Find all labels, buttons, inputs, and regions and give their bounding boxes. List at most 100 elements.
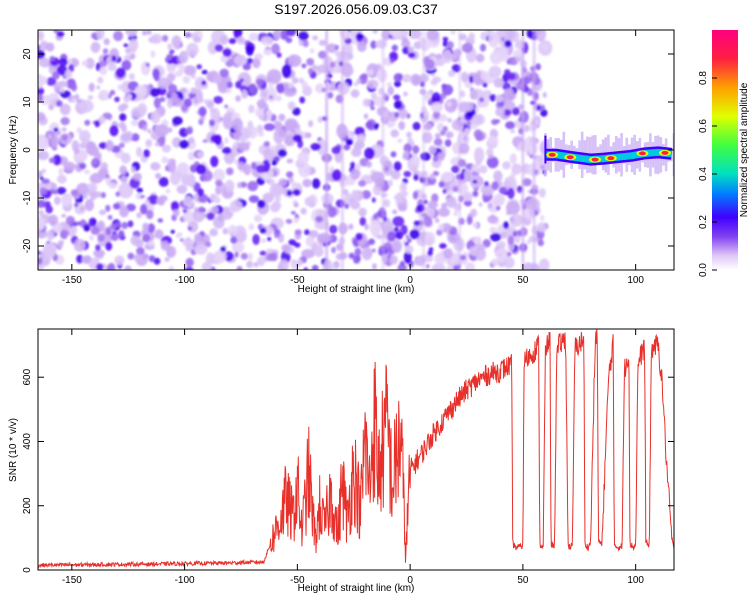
noise-blob — [195, 164, 207, 175]
noise-blob — [500, 231, 507, 239]
noise-blob — [293, 202, 299, 208]
noise-blob — [402, 150, 410, 161]
noise-blob — [47, 133, 53, 140]
noise-blob — [358, 207, 367, 217]
noise-blob — [524, 124, 530, 133]
noise-blob — [442, 49, 452, 64]
noise-blob — [39, 187, 48, 195]
noise-blob — [201, 80, 207, 86]
noise-blob — [140, 203, 148, 215]
noise-blob — [387, 86, 395, 96]
noise-blob — [353, 82, 358, 87]
noise-blob — [495, 94, 504, 103]
noise-blob — [260, 238, 267, 243]
noise-blob — [150, 162, 161, 171]
noise-blob — [165, 188, 171, 194]
noise-blob — [130, 166, 136, 173]
noise-blob — [164, 257, 170, 262]
noise-blob — [463, 135, 468, 142]
noise-blob — [71, 98, 76, 104]
noise-blob — [408, 30, 422, 40]
noise-blob — [366, 69, 374, 76]
noise-blob — [480, 183, 495, 196]
noise-streak — [381, 30, 385, 270]
noise-blob — [252, 234, 260, 245]
noise-blob — [540, 215, 545, 222]
y-tick-label: -20 — [22, 238, 33, 253]
noise-blob — [287, 82, 294, 89]
noise-blob — [536, 222, 547, 233]
noise-blob — [472, 190, 479, 197]
noise-streak — [532, 30, 536, 270]
noise-blob — [263, 141, 271, 147]
noise-blob — [412, 122, 421, 131]
noise-blob — [292, 189, 301, 196]
noise-blob — [224, 104, 229, 109]
y-tick-label: 0 — [22, 147, 33, 153]
noise-blob — [317, 116, 324, 123]
noise-blob — [210, 134, 220, 143]
snr-xlabel: Height of straight line (km) — [298, 583, 415, 594]
noise-blob — [369, 220, 381, 236]
noise-blob — [474, 236, 482, 243]
noise-blob — [392, 209, 398, 215]
noise-blob — [50, 135, 60, 148]
noise-blob — [136, 187, 143, 193]
noise-blob — [327, 92, 334, 99]
noise-blob — [142, 125, 148, 132]
signal-peak-core — [638, 151, 646, 156]
noise-blob — [103, 38, 110, 46]
noise-blob — [504, 39, 512, 48]
noise-blob — [287, 101, 296, 111]
noise-blob — [355, 233, 364, 241]
noise-blob — [361, 190, 371, 200]
noise-blob — [172, 209, 180, 217]
noise-blob — [335, 44, 339, 51]
noise-blob — [355, 33, 364, 40]
noise-blob — [491, 258, 499, 267]
noise-blob — [493, 170, 503, 183]
noise-streak — [340, 30, 344, 270]
signal-peak-core — [607, 156, 615, 161]
noise-blob — [269, 184, 284, 198]
y-tick-label: 200 — [22, 497, 33, 514]
noise-blob — [298, 31, 309, 41]
noise-blob — [262, 192, 274, 203]
noise-blob — [127, 252, 135, 260]
noise-blob — [488, 154, 494, 159]
noise-blob — [286, 158, 294, 164]
noise-blob — [251, 161, 257, 170]
noise-blob — [278, 113, 286, 122]
noise-blob — [115, 67, 126, 79]
noise-blob — [248, 223, 255, 231]
noise-blob — [290, 181, 298, 188]
noise-blob — [536, 104, 541, 111]
noise-blob — [486, 148, 494, 157]
noise-blob — [228, 38, 237, 44]
noise-blob — [121, 59, 132, 71]
noise-blob — [38, 210, 44, 216]
noise-blob — [74, 202, 79, 208]
snr-series-line — [38, 329, 674, 569]
noise-blob — [142, 234, 151, 243]
figure-title: S197.2026.056.09.03.C37 — [274, 1, 438, 17]
noise-blob — [505, 100, 516, 110]
noise-blob — [442, 36, 449, 42]
noise-blob — [370, 92, 377, 100]
noise-blob — [285, 37, 293, 44]
noise-blob — [329, 61, 336, 68]
noise-blob — [464, 128, 471, 134]
noise-blob — [169, 73, 176, 79]
y-tick-label: 20 — [22, 48, 33, 60]
noise-blob — [81, 60, 89, 67]
noise-blob — [489, 226, 497, 234]
noise-blob — [234, 251, 239, 258]
noise-blob — [502, 221, 510, 229]
noise-blob — [301, 249, 315, 259]
noise-blob — [129, 73, 135, 81]
noise-blob — [109, 125, 119, 137]
noise-blob — [302, 178, 312, 188]
noise-blob — [497, 30, 508, 38]
noise-blob — [483, 181, 489, 187]
noise-blob — [100, 192, 106, 199]
